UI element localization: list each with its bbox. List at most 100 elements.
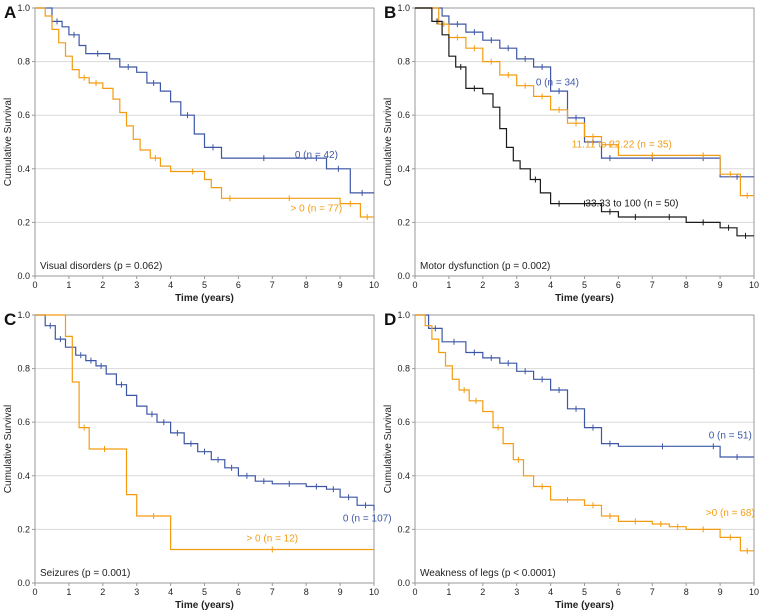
y-tick-label: 0.6 — [17, 417, 30, 427]
x-tick-label: 8 — [684, 587, 689, 597]
x-tick-label: 5 — [582, 280, 587, 290]
x-tick-label: 10 — [749, 587, 759, 597]
x-tick-label: 2 — [100, 587, 105, 597]
x-tick-label: 8 — [304, 587, 309, 597]
p-value-annotation: Seizures (p = 0.001) — [40, 568, 130, 579]
y-axis-label: Cumulative Survival — [3, 405, 14, 493]
x-tick-label: 4 — [168, 587, 173, 597]
series-label: 0 (n = 34) — [536, 78, 579, 89]
y-tick-label: 0.4 — [397, 471, 410, 481]
x-tick-label: 4 — [168, 280, 173, 290]
survival-curve-orange — [35, 7, 374, 218]
x-tick-label: 7 — [270, 587, 275, 597]
series-label: > 0 (n = 77) — [291, 204, 343, 215]
x-tick-label: 10 — [369, 587, 379, 597]
x-tick-label: 4 — [548, 280, 553, 290]
x-tick-label: 7 — [650, 587, 655, 597]
series-label: 11.11 to 22.22 (n = 35) — [572, 139, 672, 150]
x-tick-label: 3 — [514, 587, 519, 597]
x-axis-label: Time (years) — [175, 600, 234, 611]
y-tick-label: 0.6 — [17, 110, 30, 120]
x-tick-label: 6 — [236, 587, 241, 597]
series-label: 0 (n = 42) — [295, 150, 338, 161]
y-tick-label: 0.0 — [397, 271, 410, 281]
y-axis-label: Cumulative Survival — [3, 98, 14, 186]
x-tick-label: 10 — [369, 280, 379, 290]
y-tick-label: 1.0 — [17, 3, 30, 13]
x-tick-label: 6 — [236, 280, 241, 290]
x-tick-label: 1 — [66, 280, 71, 290]
x-tick-label: 9 — [718, 587, 723, 597]
series-label: > 0 (n = 12) — [246, 533, 298, 544]
x-tick-label: 9 — [338, 587, 343, 597]
km-panel-a: 0.0 0.2 0.4 0.6 0.8 1.0 0 1 2 3 4 5 6 7 8 9 10 Time (year… — [3, 3, 379, 304]
x-tick-label: 3 — [134, 587, 139, 597]
x-tick-label: 0 — [32, 280, 37, 290]
x-tick-label: 9 — [718, 280, 723, 290]
y-tick-label: 1.0 — [397, 310, 410, 320]
survival-curve-black — [415, 7, 754, 237]
x-tick-label: 5 — [582, 587, 587, 597]
y-tick-label: 0.8 — [397, 57, 410, 67]
survival-curve-blue — [415, 314, 754, 458]
series-label: 0 (n = 51) — [709, 430, 752, 441]
km-panel-c: 0.0 0.2 0.4 0.6 0.8 1.0 0 1 2 3 4 5 6 7 8 9 10 Time (year… — [3, 310, 392, 611]
y-tick-label: 1.0 — [17, 310, 30, 320]
y-tick-label: 0.2 — [17, 524, 30, 534]
x-tick-label: 2 — [100, 280, 105, 290]
y-tick-label: 0.0 — [397, 578, 410, 588]
y-tick-label: 1.0 — [397, 3, 410, 13]
x-tick-label: 3 — [134, 280, 139, 290]
y-axis-label: Cumulative Survival — [383, 98, 394, 186]
x-tick-label: 0 — [32, 587, 37, 597]
panel-letter: D — [384, 310, 396, 329]
x-tick-label: 5 — [202, 280, 207, 290]
series-label: >0 (n = 68) — [706, 508, 755, 519]
y-tick-label: 0.2 — [397, 217, 410, 227]
y-axis-label: Cumulative Survival — [383, 405, 394, 493]
panel-letter: C — [4, 310, 16, 329]
survival-curve-orange — [415, 7, 754, 197]
x-tick-label: 10 — [749, 280, 759, 290]
p-value-annotation: Weakness of legs (p < 0.0001) — [420, 568, 556, 579]
x-tick-label: 2 — [480, 280, 485, 290]
x-tick-label: 6 — [616, 587, 621, 597]
x-tick-label: 1 — [66, 587, 71, 597]
y-tick-label: 0.8 — [17, 57, 30, 67]
x-axis-label: Time (years) — [175, 293, 234, 304]
x-axis-label: Time (years) — [555, 293, 614, 304]
p-value-annotation: Motor dysfunction (p = 0.002) — [420, 261, 550, 272]
x-tick-label: 8 — [684, 280, 689, 290]
survival-curve-blue — [415, 7, 754, 178]
x-tick-label: 8 — [304, 280, 309, 290]
x-tick-label: 1 — [446, 280, 451, 290]
y-tick-label: 0.6 — [397, 417, 410, 427]
x-tick-label: 0 — [412, 587, 417, 597]
y-tick-label: 0.4 — [17, 471, 30, 481]
km-panel-b: 0.0 0.2 0.4 0.6 0.8 1.0 0 1 2 3 4 5 6 7 8 9 10 Time (year… — [383, 3, 759, 304]
x-tick-label: 7 — [270, 280, 275, 290]
survival-curve-blue — [35, 314, 375, 511]
x-tick-label: 3 — [514, 280, 519, 290]
plot-frame — [414, 314, 755, 584]
x-tick-label: 5 — [202, 587, 207, 597]
y-tick-label: 0.0 — [17, 578, 30, 588]
panel-letter: B — [384, 3, 396, 22]
y-tick-label: 0.4 — [17, 164, 30, 174]
y-tick-label: 0.2 — [397, 524, 410, 534]
p-value-annotation: Visual disorders (p = 0.062) — [40, 261, 162, 272]
y-tick-label: 0.6 — [397, 110, 410, 120]
x-tick-label: 0 — [412, 280, 417, 290]
x-tick-label: 4 — [548, 587, 553, 597]
y-tick-label: 0.4 — [397, 164, 410, 174]
x-tick-label: 7 — [650, 280, 655, 290]
survival-curve-orange — [35, 314, 374, 551]
series-label: 0 (n = 107) — [343, 513, 392, 524]
series-label: 33.33 to 100 (n = 50) — [585, 198, 678, 209]
x-axis-label: Time (years) — [555, 600, 614, 611]
x-tick-label: 6 — [616, 280, 621, 290]
survival-curve-blue — [35, 7, 374, 194]
km-panel-d: 0.0 0.2 0.4 0.6 0.8 1.0 0 1 2 3 4 5 6 7 8 9 10 Time (year… — [383, 310, 759, 611]
y-tick-label: 0.0 — [17, 271, 30, 281]
